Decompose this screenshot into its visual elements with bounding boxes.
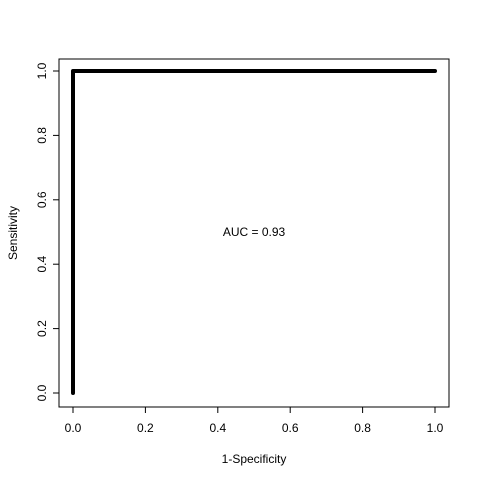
x-tick-label: 0.0	[65, 421, 82, 435]
x-tick-label: 0.2	[137, 421, 154, 435]
y-tick-label: 1.0	[35, 62, 49, 79]
y-tick-label: 0.4	[35, 256, 49, 273]
x-tick-label: 1.0	[427, 421, 444, 435]
x-tick-label: 0.4	[209, 421, 226, 435]
y-axis-title: Sensitivity	[6, 206, 20, 260]
y-tick-label: 0.2	[35, 320, 49, 337]
y-tick-label: 0.8	[35, 127, 49, 144]
x-tick-label: 0.6	[282, 421, 299, 435]
auc-annotation: AUC = 0.93	[223, 225, 286, 239]
y-axis: 0.0 0.2 0.4 0.6 0.8 1.0	[35, 62, 60, 401]
y-tick-label: 0.0	[35, 384, 49, 401]
x-tick-label: 0.8	[354, 421, 371, 435]
series-layer	[71, 69, 437, 395]
roc-curve-line	[71, 69, 437, 395]
y-tick-label: 0.6	[35, 191, 49, 208]
x-axis: 0.0 0.2 0.4 0.6 0.8 1.0	[65, 406, 444, 435]
x-axis-title: 1-Specificity	[222, 452, 287, 466]
